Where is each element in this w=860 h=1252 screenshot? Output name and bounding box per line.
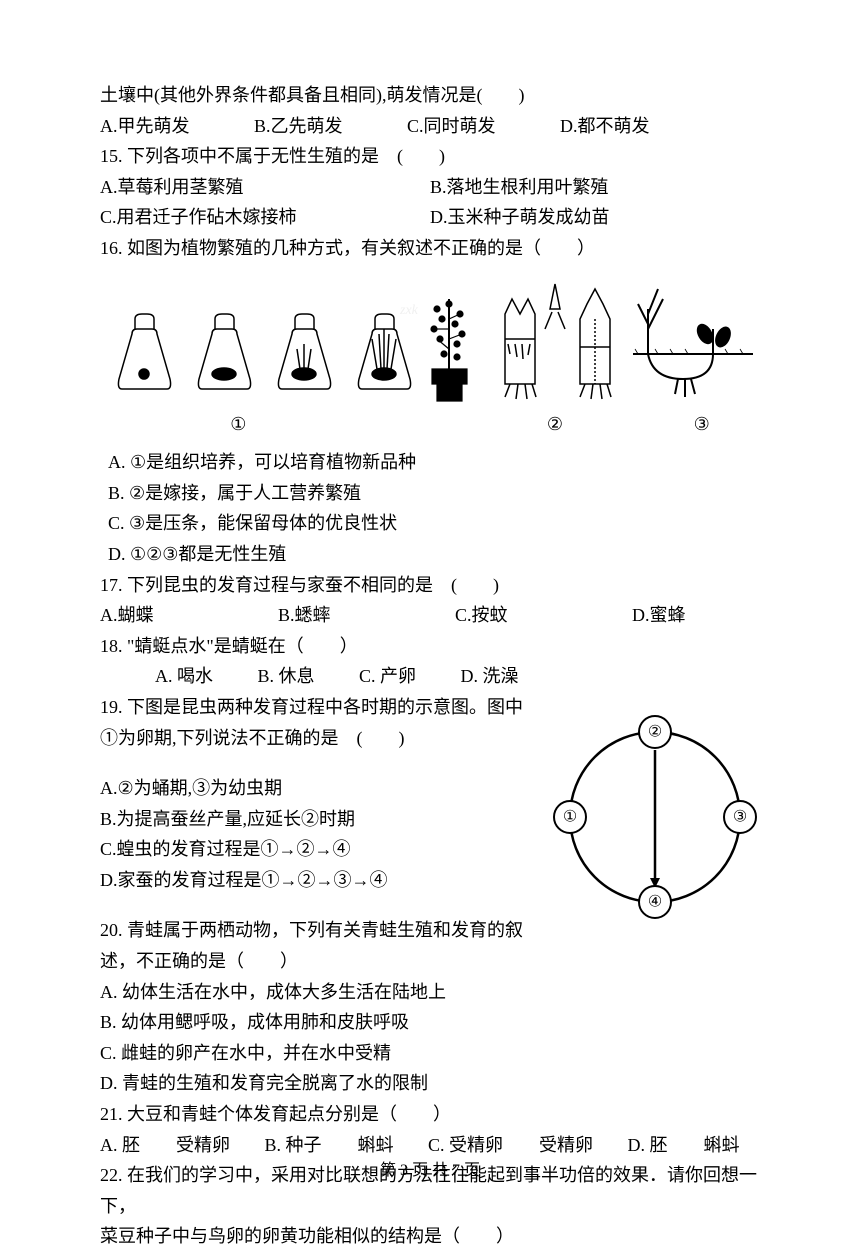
q20-opt-c: C. 雌蛙的卵产在水中，并在水中受精 xyxy=(100,1038,760,1069)
q19-wrap: 19. 下图是昆虫两种发育过程中各时期的示意图。图中 ①为卵期,下列说法不正确的… xyxy=(100,692,760,977)
q19-opt-d: D.家蚕的发育过程是①→②→③→④ xyxy=(100,865,540,896)
q19-stem1: 19. 下图是昆虫两种发育过程中各时期的示意图。图中 xyxy=(100,692,540,723)
q21-opt-c: C. 受精卵 受精卵 xyxy=(428,1135,593,1155)
q17-stem: 17. 下列昆虫的发育过程与家蚕不相同的是 ( ) xyxy=(100,570,760,601)
q20-stem2: 述，不正确的是（ ） xyxy=(100,946,540,977)
q15-opt-d: D.玉米种子萌发成幼苗 xyxy=(430,202,760,233)
q18-opt-d: D. 洗澡 xyxy=(461,666,519,686)
q20-opt-d: D. 青蛙的生殖和发育完全脱离了水的限制 xyxy=(100,1068,760,1099)
q21-opt-a: A. 胚 受精卵 xyxy=(100,1135,230,1155)
q16-stem: 16. 如图为植物繁殖的几种方式，有关叙述不正确的是（ ） xyxy=(100,233,760,264)
q18-opt-a: A. 喝水 xyxy=(155,666,213,686)
node-4: ④ xyxy=(648,893,662,910)
q16-label-1: ① xyxy=(230,409,246,440)
page-content: 土壤中(其他外界条件都具备且相同),萌发情况是( ) A.甲先萌发 B.乙先萌发… xyxy=(100,80,760,1252)
q15-opt-c: C.用君迁子作砧木嫁接柿 xyxy=(100,202,430,233)
q16-labels: ① ② ③ xyxy=(100,409,760,440)
q19-stem2: ①为卵期,下列说法不正确的是 ( ) xyxy=(100,723,540,754)
q21-opt-b: B. 种子 蝌蚪 xyxy=(265,1135,394,1155)
q22-stem2: 菜豆种子中与鸟卵的卵黄功能相似的结构是（ ） xyxy=(100,1221,760,1252)
q16-label-3: ③ xyxy=(694,409,710,440)
q15-row2: C.用君迁子作砧木嫁接柿 D.玉米种子萌发成幼苗 xyxy=(100,202,760,233)
q14-opt-d: D.都不萌发 xyxy=(560,116,650,136)
q21-stem: 21. 大豆和青蛙个体发育起点分别是（ ） xyxy=(100,1099,760,1130)
q16-label-2: ② xyxy=(547,409,563,440)
node-3: ③ xyxy=(733,808,747,825)
q18-opt-c: C. 产卵 xyxy=(359,666,416,686)
q15-opt-b: B.落地生根利用叶繁殖 xyxy=(430,172,760,203)
q16-opt-a: A. ①是组织培养，可以培育植物新品种 xyxy=(108,447,760,478)
q20-opt-a: A. 幼体生活在水中，成体大多生活在陆地上 xyxy=(100,977,760,1008)
q18-stem: 18. "蜻蜓点水"是蜻蜓在（ ） xyxy=(100,631,760,662)
q17-opt-b: B.蟋蟀 xyxy=(278,605,331,625)
node-1: ① xyxy=(563,808,577,825)
q20-opt-b: B. 幼体用鳃呼吸，成体用肺和皮肤呼吸 xyxy=(100,1007,760,1038)
q20-stem1: 20. 青蛙属于两栖动物，下列有关青蛙生殖和发育的叙 xyxy=(100,915,540,946)
q14-opt-c: C.同时萌发 xyxy=(407,116,496,136)
layering-figure xyxy=(633,279,753,404)
q14-opt-b: B.乙先萌发 xyxy=(254,116,343,136)
q19-opt-a: A.②为蛹期,③为幼虫期 xyxy=(100,773,540,804)
lifecycle-diagram: ② ③ ④ ① xyxy=(550,702,760,932)
grafting-figure xyxy=(490,279,620,404)
q15-stem: 15. 下列各项中不属于无性生殖的是 ( ) xyxy=(100,141,760,172)
q15-opt-a: A.草莓利用茎繁殖 xyxy=(100,172,430,203)
q19-opt-c: C.蝗虫的发育过程是①→②→④ xyxy=(100,834,540,865)
q16-opt-c: C. ③是压条，能保留母体的优良性状 xyxy=(108,508,760,539)
q14-stem: 土壤中(其他外界条件都具备且相同),萌发情况是( ) xyxy=(100,80,760,111)
q19-diagram-wrap: ② ③ ④ ① xyxy=(550,692,760,932)
q16-opt-b: B. ②是嫁接，属于人工营养繁殖 xyxy=(108,478,760,509)
page-footer: 第 3 页 共 7 页 xyxy=(0,1157,860,1184)
q18-options: A. 喝水 B. 休息 C. 产卵 D. 洗澡 xyxy=(155,661,760,692)
q14-opt-a: A.甲先萌发 xyxy=(100,116,190,136)
q16-opt-d: D. ①②③都是无性生殖 xyxy=(108,539,760,570)
q15-row1: A.草莓利用茎繁殖 B.落地生根利用叶繁殖 xyxy=(100,172,760,203)
q14-options: A.甲先萌发 B.乙先萌发 C.同时萌发 D.都不萌发 xyxy=(100,111,760,142)
q19-opt-b: B.为提高蚕丝产量,应延长②时期 xyxy=(100,804,540,835)
q17-opt-a: A.蝴蝶 xyxy=(100,605,154,625)
q19-left: 19. 下图是昆虫两种发育过程中各时期的示意图。图中 ①为卵期,下列说法不正确的… xyxy=(100,692,550,977)
q21-options: A. 胚 受精卵 B. 种子 蝌蚪 C. 受精卵 受精卵 D. 胚 蝌蚪 xyxy=(100,1130,760,1161)
q17-opt-d: D.蜜蜂 xyxy=(632,605,686,625)
q18-opt-b: B. 休息 xyxy=(258,666,315,686)
node-2: ② xyxy=(648,723,662,740)
q21-opt-d: D. 胚 蝌蚪 xyxy=(628,1135,740,1155)
q17-options: A.蝴蝶 B.蟋蟀 C.按蚊 D.蜜蜂 xyxy=(100,600,760,631)
q17-opt-c: C.按蚊 xyxy=(455,605,508,625)
q16-figure: zxk xyxy=(100,279,760,404)
tissue-culture-figure xyxy=(107,289,477,404)
